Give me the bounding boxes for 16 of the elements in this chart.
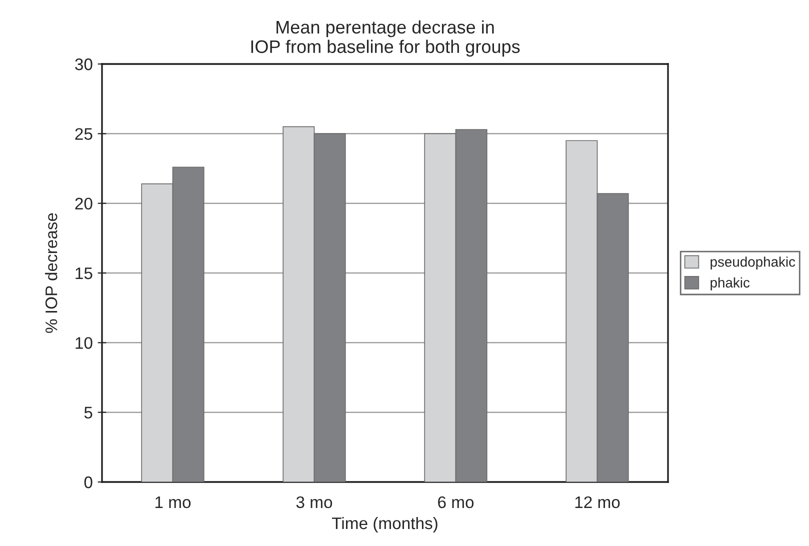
x-tick-label: 6 mo bbox=[438, 496, 474, 508]
chart-title: Mean perentage decrase in IOP from baseline for both groups bbox=[251, 20, 520, 57]
y-tick-label: 5 bbox=[84, 406, 92, 419]
y-tick-label: 30 bbox=[75, 58, 92, 70]
legend-label: phakic bbox=[710, 277, 750, 290]
x-axis-title: Time (months) bbox=[332, 516, 438, 533]
legend-label: pseudophakic bbox=[710, 256, 796, 270]
y-tick-label: 10 bbox=[76, 337, 92, 349]
y-tick-label: 20 bbox=[75, 198, 92, 210]
y-tick-label: 0 bbox=[84, 476, 92, 488]
y-tick-label: 15 bbox=[76, 268, 92, 280]
y-tick-label: 25 bbox=[75, 128, 92, 140]
x-tick-label: 12 mo bbox=[575, 496, 620, 508]
x-tick-label: 3 mo bbox=[296, 496, 332, 508]
x-tick-label: 1 mo bbox=[155, 496, 191, 508]
y-axis-title: % IOP decrease bbox=[45, 213, 58, 333]
